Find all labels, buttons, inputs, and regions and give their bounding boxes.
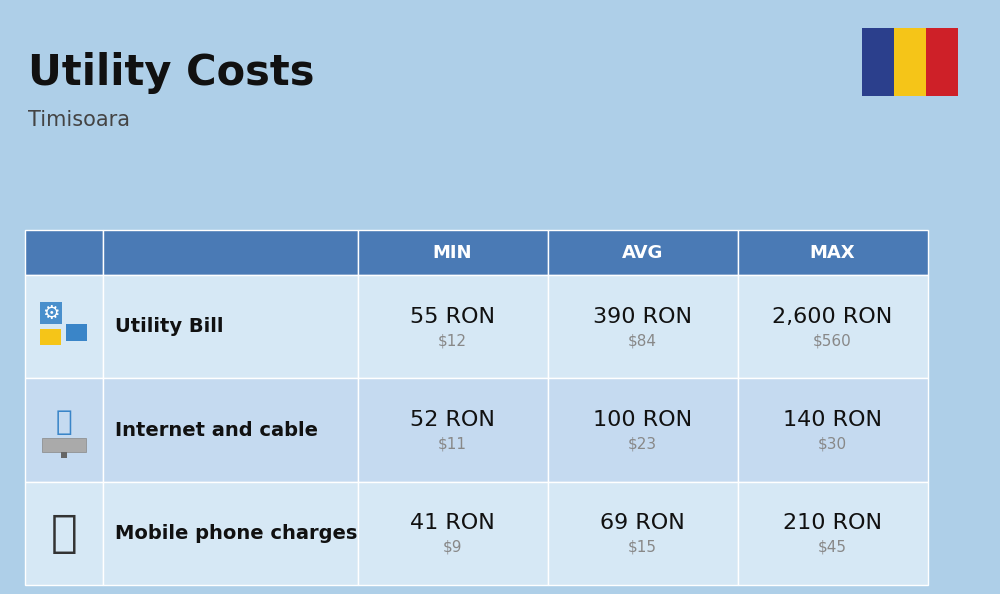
Text: $84: $84 (628, 333, 657, 348)
Bar (40, 329, 61, 345)
Bar (738, 378, 928, 482)
Text: $23: $23 (628, 437, 657, 451)
Bar (25, 230, 103, 275)
Text: 140 RON: 140 RON (783, 410, 882, 430)
Bar (358, 230, 548, 275)
Text: 41 RON: 41 RON (410, 513, 495, 533)
Bar (548, 378, 738, 482)
Bar (548, 230, 738, 275)
Bar (103, 378, 358, 482)
Bar (66, 324, 87, 341)
Text: MAX: MAX (810, 244, 855, 261)
Bar (61, 452, 67, 458)
Text: $45: $45 (818, 540, 847, 555)
Bar (25, 275, 103, 378)
Text: $11: $11 (438, 437, 467, 451)
Bar (358, 275, 548, 378)
Text: Utility Costs: Utility Costs (28, 52, 314, 94)
Text: 2,600 RON: 2,600 RON (772, 307, 893, 327)
Text: Utility Bill: Utility Bill (115, 317, 223, 336)
Bar (358, 378, 548, 482)
Bar (25, 482, 103, 585)
Text: Internet and cable: Internet and cable (115, 421, 318, 440)
Text: ⚙: ⚙ (42, 304, 60, 323)
Bar (42, 438, 86, 452)
Text: MIN: MIN (433, 244, 472, 261)
Text: 📶: 📶 (56, 408, 72, 436)
Text: 📱: 📱 (51, 512, 77, 555)
Text: $30: $30 (818, 437, 847, 451)
Text: $9: $9 (443, 540, 462, 555)
Bar (103, 275, 358, 378)
Bar (894, 28, 926, 96)
Text: AVG: AVG (622, 244, 663, 261)
Bar (738, 230, 928, 275)
Bar (40, 302, 62, 324)
Bar (358, 482, 548, 585)
Bar (738, 275, 928, 378)
Bar (738, 482, 928, 585)
Text: 390 RON: 390 RON (593, 307, 692, 327)
Bar (25, 378, 103, 482)
Text: Mobile phone charges: Mobile phone charges (115, 524, 357, 543)
Text: $12: $12 (438, 333, 467, 348)
Text: 55 RON: 55 RON (410, 307, 495, 327)
Bar (548, 275, 738, 378)
Bar (926, 28, 958, 96)
Bar (103, 230, 358, 275)
Bar (103, 482, 358, 585)
Text: $560: $560 (813, 333, 852, 348)
Bar (862, 28, 894, 96)
Text: $15: $15 (628, 540, 657, 555)
Text: 100 RON: 100 RON (593, 410, 692, 430)
Bar (548, 482, 738, 585)
Text: Timisoara: Timisoara (28, 110, 130, 130)
Text: 69 RON: 69 RON (600, 513, 685, 533)
Text: 210 RON: 210 RON (783, 513, 882, 533)
Text: 52 RON: 52 RON (410, 410, 495, 430)
